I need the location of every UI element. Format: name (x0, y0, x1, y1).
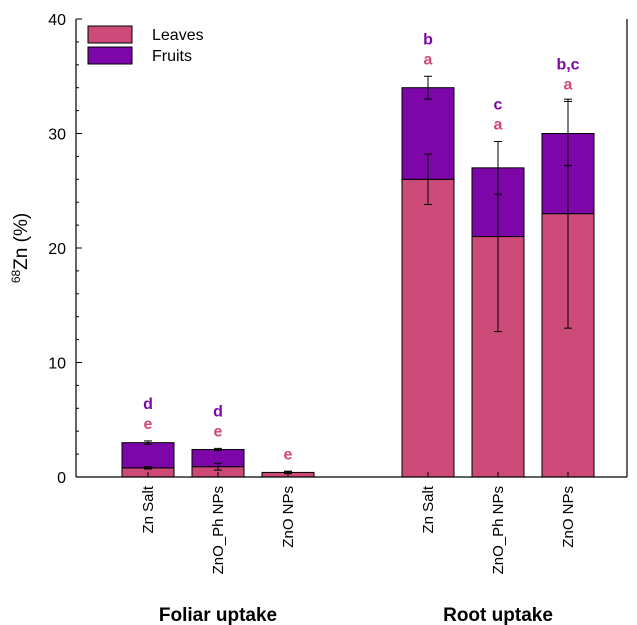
group-label: Foliar uptake (159, 605, 277, 625)
error-bar-fruits (494, 141, 502, 195)
y-axis-label-superscript: 68 (9, 270, 23, 284)
significance-letter-leaves: a (494, 117, 503, 134)
axes: 0 10 20 30 40 Zn Salt ZnO_Ph NPs ZnO NPs Zn Salt… (9, 12, 628, 625)
error-bar-fruits (424, 75, 432, 100)
error-bar-leaves (144, 466, 152, 470)
x-tick-label: Zn Salt (140, 485, 157, 533)
legend-label: Leaves (152, 27, 204, 44)
y-axis-label: 68Zn (%) (9, 213, 32, 283)
significance-letter-leaves: a (564, 76, 573, 93)
bar-leaves (401, 178, 455, 478)
x-tick-label: ZnO NPs (560, 486, 577, 548)
bar-fruits (121, 442, 175, 469)
legend-label: Fruits (152, 48, 192, 65)
significance-letter-fruits: b (423, 31, 433, 48)
x-tick-label: ZnO_Ph NPs (490, 486, 507, 574)
y-tick-label: 0 (57, 470, 66, 487)
plot-area (121, 75, 595, 478)
error-bar-fruits (214, 447, 222, 452)
significance-letter-leaves: e (214, 423, 223, 440)
error-bar-leaves (214, 462, 222, 471)
y-tick-label: 10 (48, 356, 66, 373)
y-tick-label: 30 (48, 127, 66, 144)
significance-letter-leaves: e (144, 416, 153, 433)
significance-letter-fruits: b,c (556, 56, 579, 73)
y-tick-label: 40 (48, 12, 66, 29)
x-tick-label: ZnO NPs (280, 486, 297, 548)
significance-letter-leaves: e (284, 446, 293, 463)
error-bar-leaves (424, 153, 432, 205)
x-tick-label: Zn Salt (420, 485, 437, 533)
group-label: Root uptake (443, 605, 553, 625)
legend: Leaves Fruits (87, 25, 204, 65)
y-tick-label: 20 (48, 241, 66, 258)
significance-letter-leaves: a (424, 51, 433, 68)
significance-letter-fruits: d (143, 396, 153, 413)
significance-letter-fruits: c (494, 97, 503, 114)
error-bar-fruits (564, 100, 572, 167)
legend-swatch (87, 25, 133, 44)
legend-swatch (87, 46, 133, 65)
error-bar-fruits (144, 440, 152, 445)
significance-letter-fruits: d (213, 403, 223, 420)
bar-leaves (541, 213, 595, 478)
x-tick-label: ZnO_Ph NPs (210, 486, 227, 574)
y-axis-label-text: Zn (%) (11, 213, 32, 270)
